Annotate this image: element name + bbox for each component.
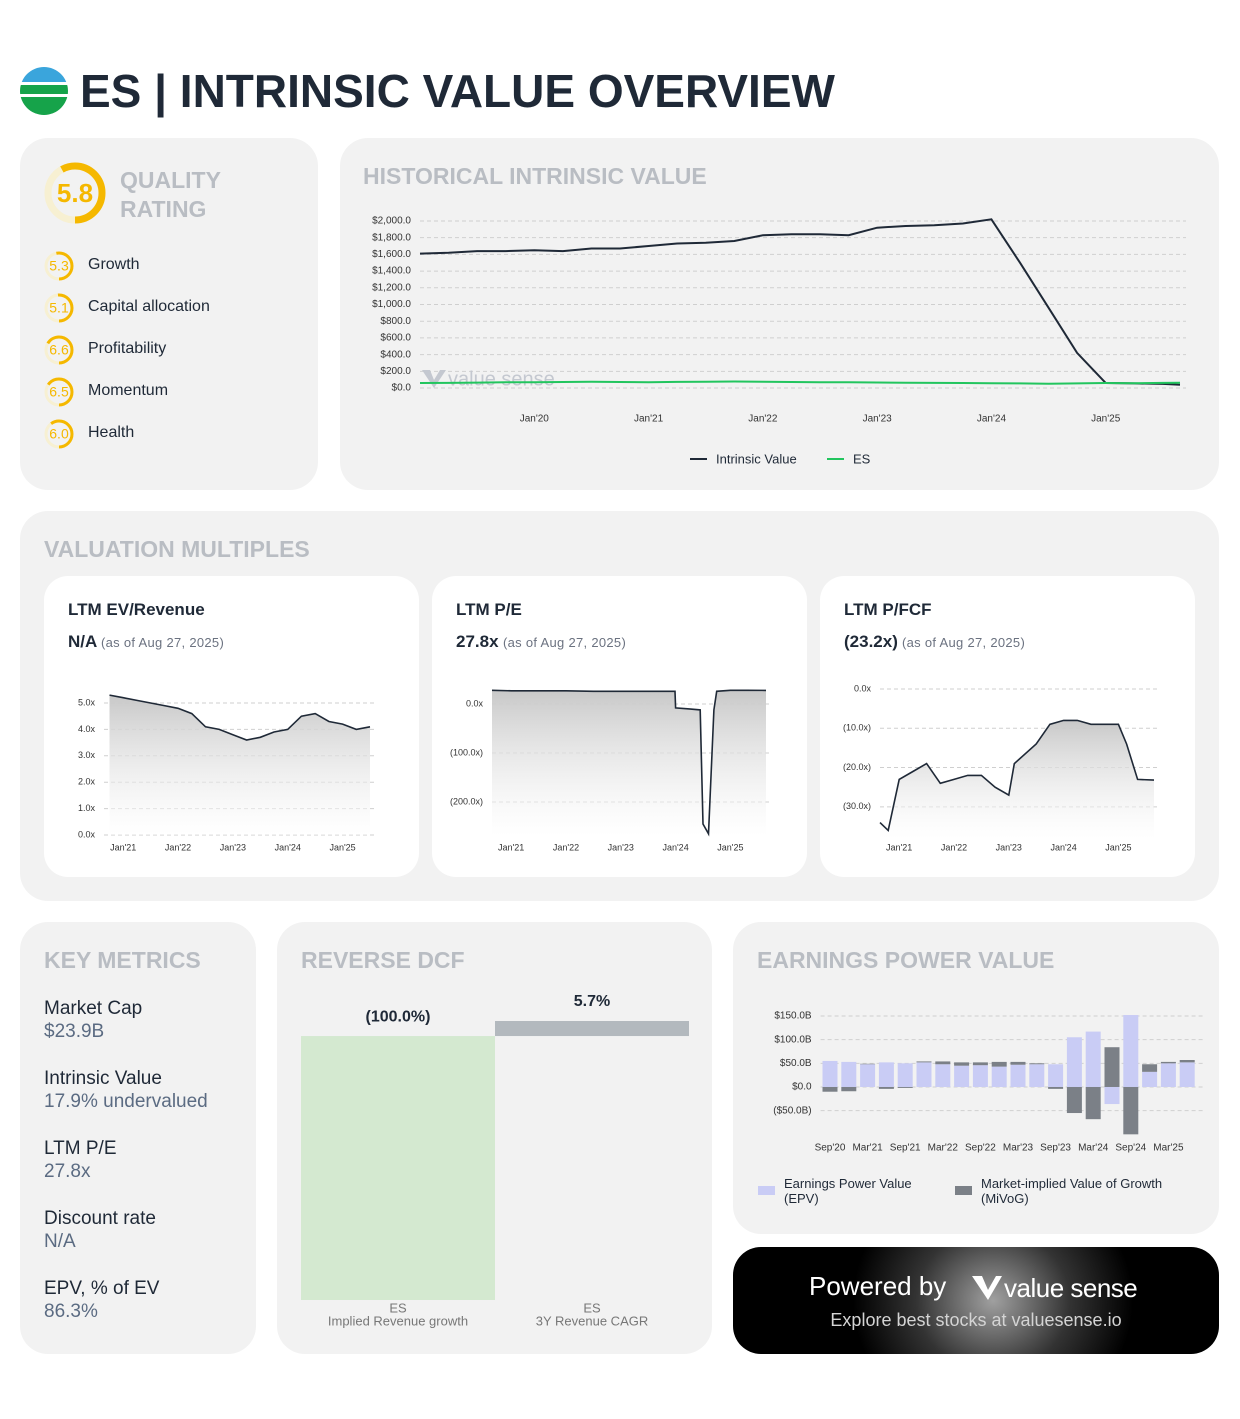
item-name: Capital allocation bbox=[88, 298, 210, 315]
flag-icon bbox=[20, 67, 68, 115]
reverse-dcf-card bbox=[277, 922, 712, 1354]
item-name: Health bbox=[88, 424, 135, 441]
metric-label: Discount rate bbox=[44, 1208, 156, 1229]
legend-label: Market-implied Value of Growth (MiVoG) bbox=[981, 1176, 1163, 1206]
multiple-title: LTM P/E bbox=[456, 600, 522, 619]
page-title: ES | INTRINSIC VALUE OVERVIEW bbox=[80, 65, 835, 117]
metric-label: Market Cap bbox=[44, 998, 143, 1019]
legend-label: Earnings Power Value (EPV) bbox=[784, 1176, 912, 1206]
multiple-title: LTM P/FCF bbox=[844, 600, 932, 619]
metric-value: 17.9% undervalued bbox=[44, 1091, 208, 1112]
metric-label: EPV, % of EV bbox=[44, 1278, 160, 1299]
brand-logo bbox=[972, 1276, 1002, 1300]
multiple-value: N/A bbox=[68, 632, 98, 651]
multiple-title: LTM EV/Revenue bbox=[68, 600, 205, 619]
item-name: Momentum bbox=[88, 382, 169, 399]
metric-value: $23.9B bbox=[44, 1021, 105, 1042]
brand-name: value sense bbox=[1004, 1273, 1138, 1303]
multiples-title: VALUATION MULTIPLES bbox=[44, 536, 310, 562]
item-name: Growth bbox=[88, 256, 140, 273]
multiple-card bbox=[432, 576, 807, 877]
multiple-asof: (as of Aug 27, 2025) bbox=[503, 635, 627, 650]
multiple-value: 27.8x bbox=[456, 632, 499, 651]
tagline: Explore best stocks at valuesense.io bbox=[830, 1310, 1122, 1330]
metric-label: LTM P/E bbox=[44, 1138, 117, 1159]
epv-title: EARNINGS POWER VALUE bbox=[757, 947, 1055, 973]
key-metrics-title: KEY METRICS bbox=[44, 947, 201, 973]
history-title: HISTORICAL INTRINSIC VALUE bbox=[363, 163, 707, 189]
footer-banner[interactable] bbox=[733, 1247, 1219, 1354]
metric-value: N/A bbox=[44, 1231, 76, 1252]
reverse-dcf-title: REVERSE DCF bbox=[301, 947, 465, 973]
metric-label: Intrinsic Value bbox=[44, 1068, 162, 1089]
metric-value: 86.3% bbox=[44, 1301, 98, 1322]
quality-title: QUALITY RATING bbox=[120, 167, 221, 222]
metric-value: 27.8x bbox=[44, 1161, 91, 1182]
multiple-asof: (as of Aug 27, 2025) bbox=[902, 635, 1026, 650]
item-name: Profitability bbox=[88, 340, 167, 357]
multiple-asof: (as of Aug 27, 2025) bbox=[101, 635, 225, 650]
key-metrics-card bbox=[20, 922, 256, 1354]
multiple-card bbox=[820, 576, 1195, 877]
multiple-card bbox=[44, 576, 419, 877]
powered-by: Powered by bbox=[809, 1271, 947, 1301]
history-card bbox=[340, 138, 1219, 490]
multiple-value: (23.2x) bbox=[844, 632, 898, 651]
